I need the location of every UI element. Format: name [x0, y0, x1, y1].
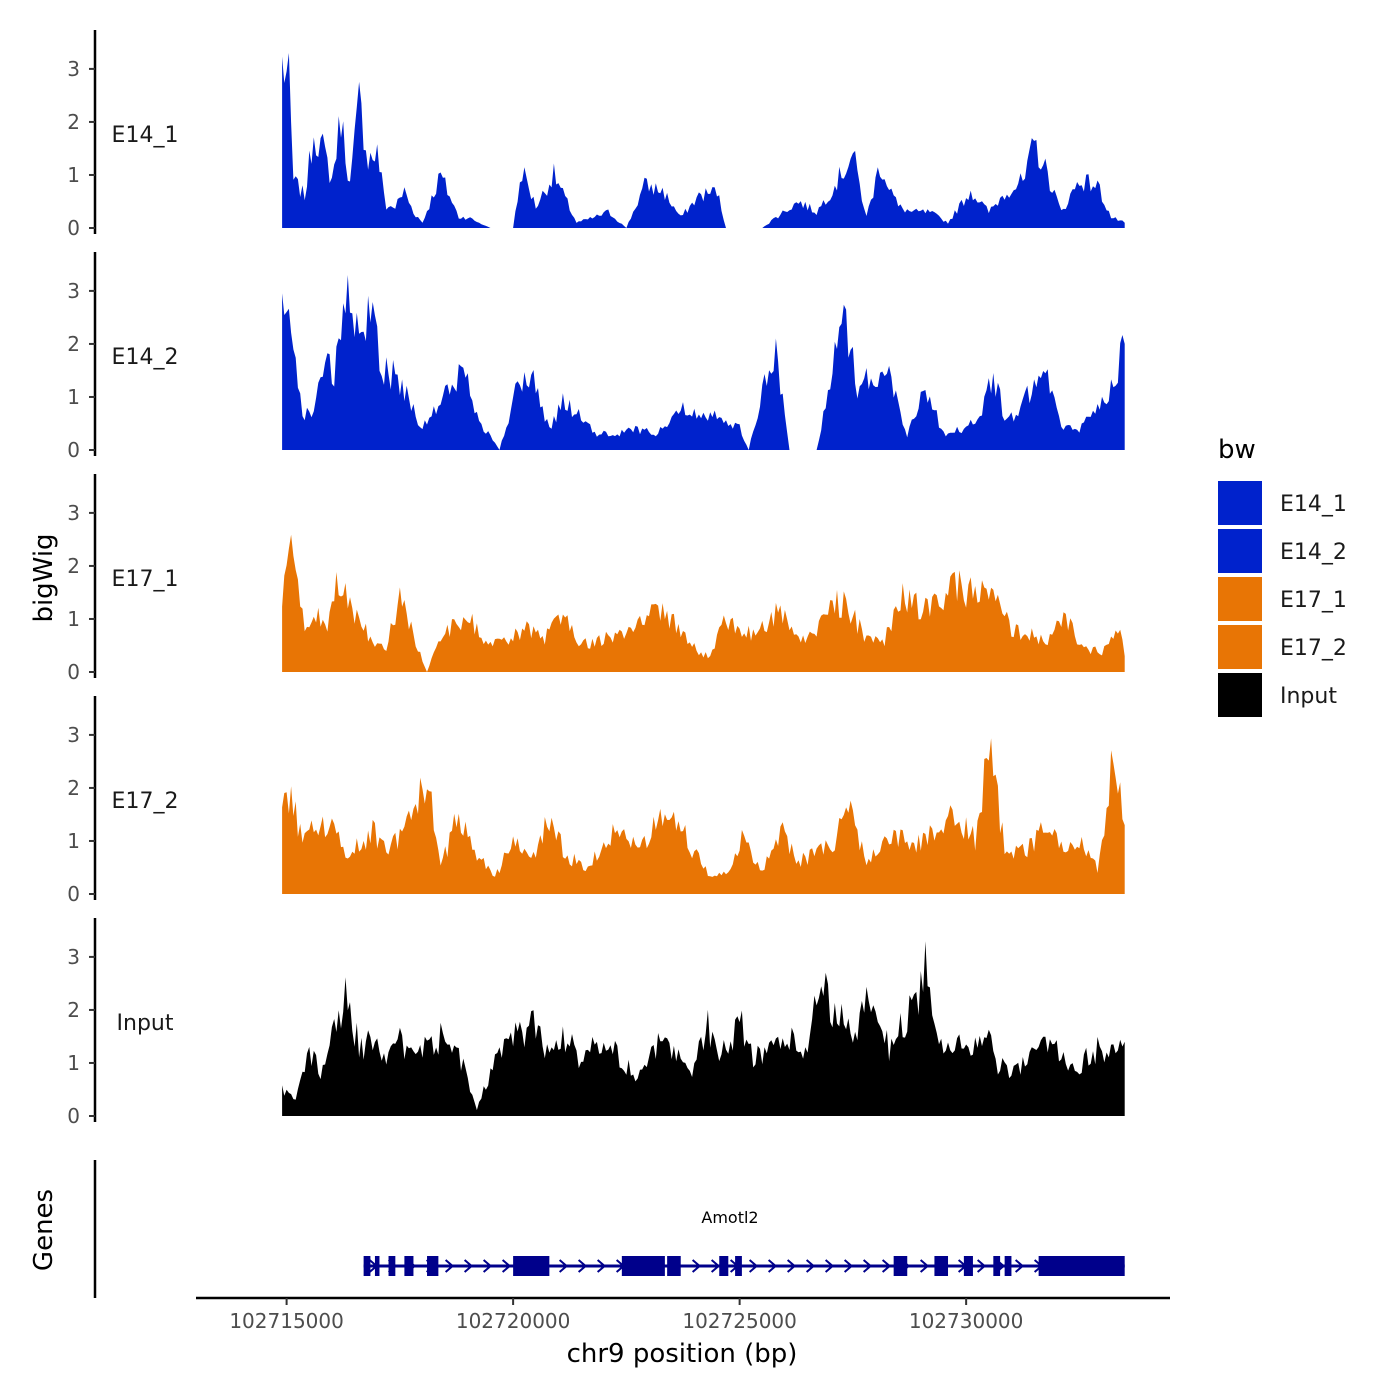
strand-arrow [805, 1259, 816, 1273]
strand-arrow [862, 1259, 873, 1273]
signal-area-E14_1 [282, 53, 1125, 228]
track-E17_2: 0 1 2 3 E17_2 [67, 696, 1125, 906]
gene-exon [993, 1256, 1001, 1276]
strand-arrow [824, 1259, 835, 1273]
strand-arrow [463, 1259, 474, 1273]
legend-label-E17_1: E17_1 [1280, 588, 1347, 613]
strand-arrow [596, 1259, 607, 1273]
legend-swatch-Input [1218, 673, 1262, 717]
legend-swatch-E14_2 [1218, 529, 1262, 573]
y-tick-label: 0 [67, 660, 80, 684]
y-tick-label: 3 [67, 501, 80, 525]
y-tick-label: 0 [67, 882, 80, 906]
track-label-E14_1: E14_1 [112, 123, 179, 148]
track-Input: 0 1 2 3 Input [67, 918, 1125, 1128]
y-tick-label: 1 [67, 829, 80, 853]
strand-arrow [710, 1259, 721, 1273]
y-tick-label: 3 [67, 945, 80, 969]
strand-arrow [767, 1259, 778, 1273]
gene-exon [388, 1256, 396, 1276]
gene-exon [404, 1256, 414, 1276]
signal-tracks: 0 1 2 3 E14_1 0 1 2 3 E14_2 0 1 2 3 E17_1 0 1 2 3 E17_2 0 1 2 3… [67, 30, 1125, 1128]
gene-name-label: Amotl2 [701, 1208, 758, 1227]
gene-exon [934, 1256, 949, 1276]
track-label-E17_1: E17_1 [112, 567, 179, 592]
x-axis: 102715000 102720000 102725000 102730000 [196, 1296, 1170, 1333]
gene-exon [427, 1256, 439, 1276]
gene-exon [1038, 1256, 1125, 1276]
strand-arrow [558, 1259, 569, 1273]
strand-arrow [748, 1259, 759, 1273]
gene-track-panel: Amotl2 [93, 1160, 1125, 1298]
x-tick-label: 102720000 [456, 1309, 571, 1333]
y-tick-label: 2 [67, 776, 80, 800]
strand-arrow [881, 1259, 892, 1273]
strand-arrow [1014, 1259, 1025, 1273]
legend-label-Input: Input [1280, 684, 1337, 709]
y-tick-label: 1 [67, 607, 80, 631]
y-axis-title: bigWig [29, 533, 59, 622]
strand-arrow [482, 1259, 493, 1273]
track-label-Input: Input [117, 1011, 174, 1036]
legend-title: bw [1218, 435, 1256, 465]
y-tick-label: 3 [67, 723, 80, 747]
legend-label-E14_2: E14_2 [1280, 540, 1347, 565]
x-axis-title: chr9 position (bp) [567, 1339, 798, 1369]
legend-swatch-E17_2 [1218, 625, 1262, 669]
signal-area-E17_2 [282, 738, 1125, 894]
gene-exon [667, 1256, 681, 1276]
gene-exon [513, 1256, 550, 1276]
y-tick-label: 3 [67, 57, 80, 81]
y-tick-label: 1 [67, 385, 80, 409]
gene-exon [363, 1256, 371, 1276]
x-tick-label: 102730000 [909, 1309, 1024, 1333]
signal-area-E17_1 [282, 534, 1125, 672]
y-tick-label: 2 [67, 332, 80, 356]
gene-exon [893, 1256, 908, 1276]
legend: bw E14_1 E14_2 E17_1 E17_2 Input [1218, 435, 1347, 717]
strand-arrow [976, 1259, 987, 1273]
y-tick-label: 0 [67, 216, 80, 240]
strand-arrow [691, 1259, 702, 1273]
gene-exon [719, 1256, 729, 1276]
x-tick-label: 102715000 [229, 1309, 344, 1333]
x-tick-label: 102725000 [682, 1309, 797, 1333]
y-tick-label: 1 [67, 163, 80, 187]
gene-exon [963, 1256, 973, 1276]
y-tick-label: 2 [67, 998, 80, 1022]
strand-arrow [444, 1259, 455, 1273]
y-tick-label: 2 [67, 110, 80, 134]
legend-swatch-E14_1 [1218, 481, 1262, 525]
strand-arrow [577, 1259, 588, 1273]
legend-swatch-E17_1 [1218, 577, 1262, 621]
signal-area-Input [282, 941, 1125, 1116]
genes-axis-title: Genes [29, 1189, 59, 1271]
gene-exon [735, 1256, 742, 1276]
track-E17_1: 0 1 2 3 E17_1 [67, 474, 1125, 684]
strand-arrow [786, 1259, 797, 1273]
signal-area-E14_2 [282, 275, 1125, 450]
legend-label-E14_1: E14_1 [1280, 492, 1347, 517]
track-E14_1: 0 1 2 3 E14_1 [67, 30, 1125, 240]
track-E14_2: 0 1 2 3 E14_2 [67, 252, 1125, 462]
gene-exon [621, 1256, 665, 1276]
strand-arrow [919, 1259, 930, 1273]
gene-exon [1004, 1256, 1012, 1276]
strand-arrow [843, 1259, 854, 1273]
y-tick-label: 1 [67, 1051, 80, 1075]
gene-exon [374, 1256, 380, 1276]
y-tick-label: 2 [67, 554, 80, 578]
track-label-E17_2: E17_2 [112, 789, 179, 814]
strand-arrow [501, 1259, 512, 1273]
y-tick-label: 0 [67, 1104, 80, 1128]
legend-label-E17_2: E17_2 [1280, 636, 1347, 661]
y-tick-label: 3 [67, 279, 80, 303]
y-tick-label: 0 [67, 438, 80, 462]
track-label-E14_2: E14_2 [112, 345, 179, 370]
